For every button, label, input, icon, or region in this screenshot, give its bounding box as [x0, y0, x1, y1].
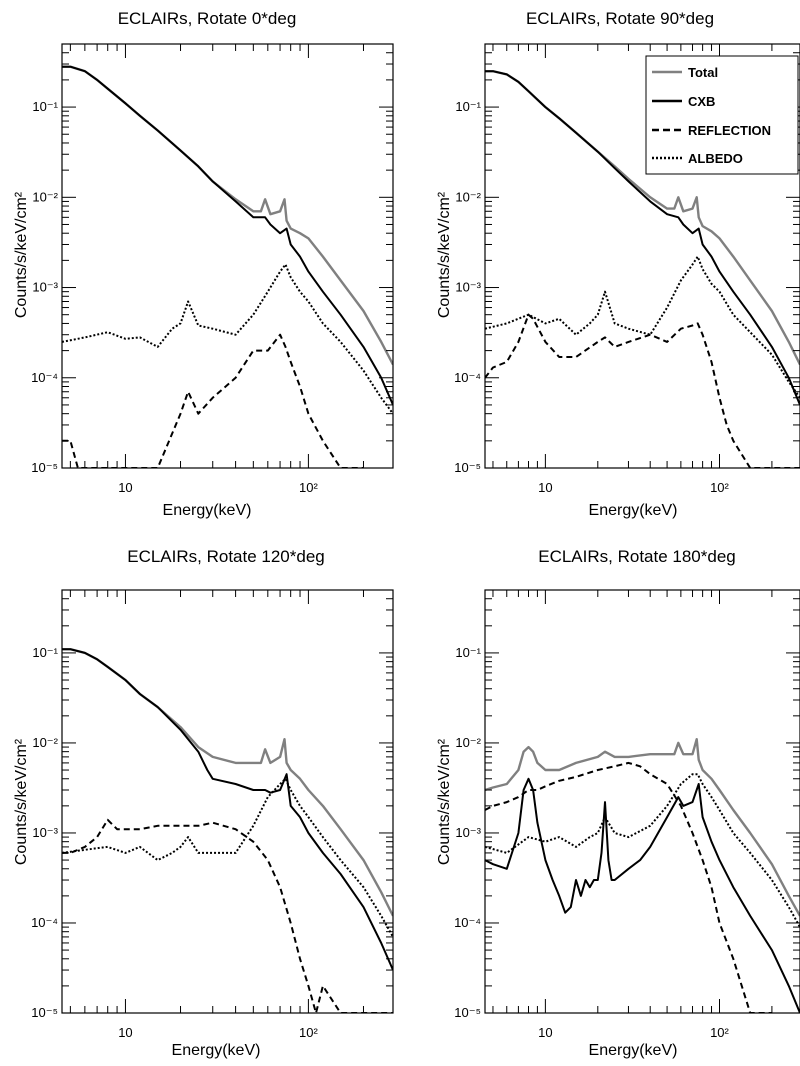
x-tick-label: 10 — [118, 1025, 132, 1040]
legend: Total CXB REFLECTION ALBEDO — [645, 55, 799, 175]
series-line-reflection — [485, 761, 772, 1013]
x-tick-label: 10² — [710, 480, 729, 495]
series-line-albedo — [485, 255, 800, 399]
panel-rotate-90: ECLAIRs, Rotate 90*deg Counts/s/keV/cm² … — [436, 9, 800, 519]
y-axis-label: Counts/s/keV/cm² — [13, 191, 30, 318]
y-tick-label: 10⁻³ — [455, 825, 481, 840]
y-tick-label: 10⁻² — [32, 189, 58, 204]
series-line-albedo — [485, 773, 800, 928]
panel-rotate-0: ECLAIRs, Rotate 0*deg Counts/s/keV/cm² E… — [13, 9, 394, 519]
legend-label-reflection: REFLECTION — [688, 123, 771, 138]
series-line-reflection — [485, 313, 800, 468]
series-group — [62, 648, 393, 1013]
y-tick-label: 10⁻² — [455, 735, 481, 750]
y-tick-label: 10⁻² — [455, 189, 481, 204]
plot-area: 10 10² 10⁻⁵ 10⁻⁴ 10⁻³ 10⁻² 10⁻¹ — [454, 589, 800, 1040]
plot-frame — [484, 589, 800, 1014]
series-group — [485, 738, 800, 1013]
y-tick-label: 10⁻⁴ — [454, 915, 481, 930]
series-line-cxb — [485, 70, 800, 406]
plot-frame — [61, 589, 394, 1014]
x-tick-label: 10² — [710, 1025, 729, 1040]
y-tick-label: 10⁻¹ — [455, 645, 481, 660]
x-tick-label: 10 — [538, 480, 552, 495]
panel-title: ECLAIRs, Rotate 90*deg — [526, 9, 714, 28]
plot-area: 10 10² 10⁻⁵ 10⁻⁴ 10⁻³ 10⁻² 10⁻¹ — [31, 43, 394, 495]
y-tick-label: 10⁻⁴ — [31, 370, 58, 385]
series-line-cxb — [485, 777, 800, 1013]
x-tick-label: 10² — [299, 1025, 318, 1040]
y-tick-label: 10⁻⁵ — [31, 460, 58, 475]
plot-frame — [61, 43, 394, 469]
series-line-reflection — [62, 818, 393, 1013]
panel-rotate-120: ECLAIRs, Rotate 120*deg Counts/s/keV/cm²… — [13, 547, 394, 1059]
series-line-cxb — [62, 648, 393, 971]
y-tick-label: 10⁻³ — [32, 825, 58, 840]
series-line-albedo — [62, 263, 393, 415]
series-line-albedo — [62, 777, 393, 938]
y-tick-label: 10⁻¹ — [32, 645, 58, 660]
x-axis-label: Energy(keV) — [589, 1042, 678, 1059]
legend-label-cxb: CXB — [688, 94, 715, 109]
panel-title: ECLAIRs, Rotate 180*deg — [538, 547, 736, 566]
series-line-reflection — [62, 333, 364, 468]
y-axis-label: Counts/s/keV/cm² — [13, 738, 30, 865]
y-tick-label: 10⁻⁵ — [454, 460, 481, 475]
y-tick-label: 10⁻⁵ — [31, 1005, 58, 1020]
y-tick-label: 10⁻¹ — [455, 99, 481, 114]
series-group — [62, 65, 393, 468]
y-tick-label: 10⁻³ — [32, 280, 58, 295]
legend-box — [645, 55, 799, 175]
series-line-cxb — [62, 65, 393, 406]
plot-frame — [484, 43, 800, 469]
legend-label-total: Total — [688, 65, 718, 80]
plot-area: 10 10² 10⁻⁵ 10⁻⁴ 10⁻³ 10⁻² 10⁻¹ — [454, 43, 800, 495]
x-axis-label: Energy(keV) — [172, 1042, 261, 1059]
y-axis-label: Counts/s/keV/cm² — [436, 738, 453, 865]
series-line-total — [485, 738, 800, 917]
x-axis-label: Energy(keV) — [163, 502, 252, 519]
y-axis-label: Counts/s/keV/cm² — [436, 191, 453, 318]
series-group — [485, 69, 800, 468]
panel-rotate-180: ECLAIRs, Rotate 180*deg Counts/s/keV/cm²… — [436, 547, 800, 1059]
x-axis-label: Energy(keV) — [589, 502, 678, 519]
y-tick-label: 10⁻² — [32, 735, 58, 750]
legend-label-albedo: ALBEDO — [688, 151, 743, 166]
x-tick-label: 10 — [118, 480, 132, 495]
y-tick-label: 10⁻⁵ — [454, 1005, 481, 1020]
y-tick-label: 10⁻⁴ — [31, 915, 58, 930]
x-tick-label: 10 — [538, 1025, 552, 1040]
panel-title: ECLAIRs, Rotate 0*deg — [118, 9, 297, 28]
y-tick-label: 10⁻³ — [455, 280, 481, 295]
plot-area: 10 10² 10⁻⁵ 10⁻⁴ 10⁻³ 10⁻² 10⁻¹ — [31, 589, 394, 1040]
panel-title: ECLAIRs, Rotate 120*deg — [127, 547, 325, 566]
y-tick-label: 10⁻¹ — [32, 99, 58, 114]
y-tick-label: 10⁻⁴ — [454, 370, 481, 385]
x-tick-label: 10² — [299, 480, 318, 495]
